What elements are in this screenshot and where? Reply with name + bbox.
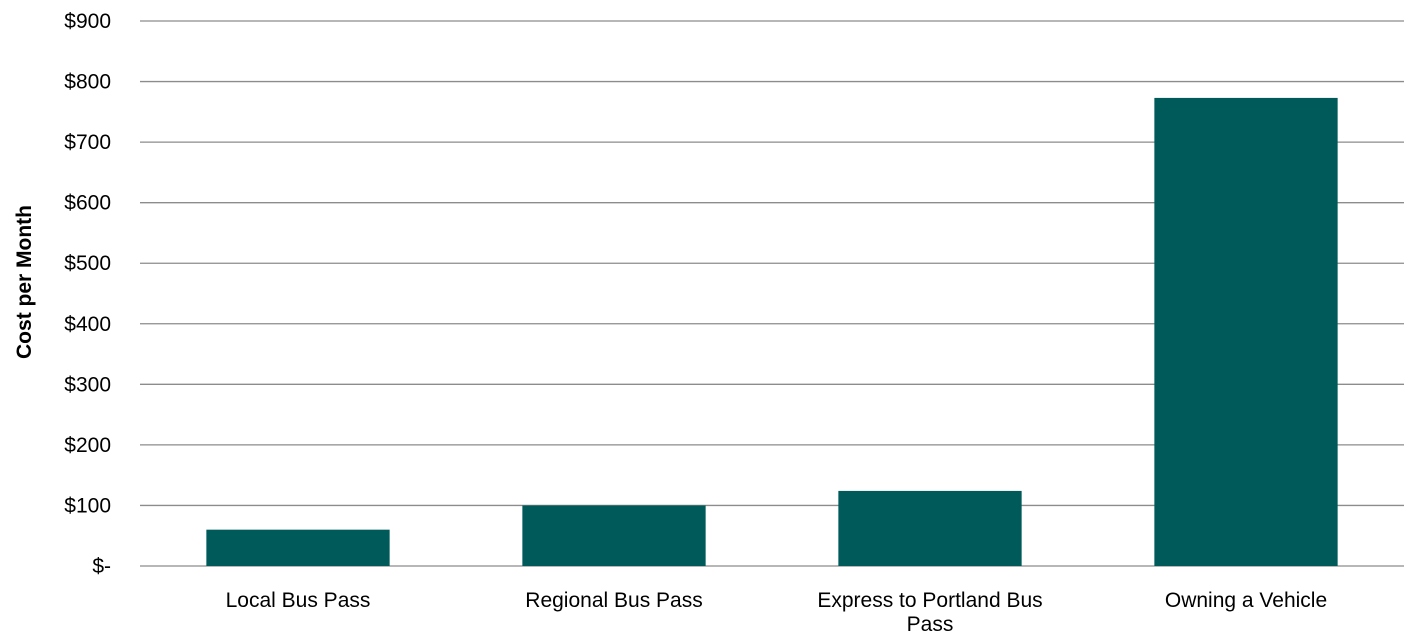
y-tick-label: $900 xyxy=(64,10,111,33)
bar xyxy=(206,529,390,566)
y-tick-label: $600 xyxy=(64,192,111,215)
y-axis-ticks: $- $100 $200 $300 $400 $500 $600 $700 $800 $900 xyxy=(64,10,111,578)
y-tick-label: $300 xyxy=(64,373,111,396)
y-tick-label: $- xyxy=(92,555,111,578)
y-tick-label: $200 xyxy=(64,434,111,457)
x-tick-label: Regional Bus Pass xyxy=(525,589,702,612)
bar xyxy=(838,490,1022,566)
bar xyxy=(522,505,706,566)
bars xyxy=(206,97,1338,567)
y-tick-label: $500 xyxy=(64,252,111,275)
x-axis-ticks: Local Bus Pass Regional Bus Pass Express t… xyxy=(226,589,1328,636)
x-tick-label: Local Bus Pass xyxy=(226,589,371,612)
x-tick-label: Express to Portland Bus Pass xyxy=(817,589,1042,636)
y-tick-label: $100 xyxy=(64,494,111,517)
x-tick-label: Owning a Vehicle xyxy=(1165,589,1327,612)
gridlines xyxy=(140,20,1404,567)
y-axis-label: Cost per Month xyxy=(13,205,36,359)
y-tick-label: $800 xyxy=(64,71,111,94)
bar xyxy=(1154,97,1338,567)
y-tick-label: $700 xyxy=(64,131,111,154)
y-tick-label: $400 xyxy=(64,313,111,336)
